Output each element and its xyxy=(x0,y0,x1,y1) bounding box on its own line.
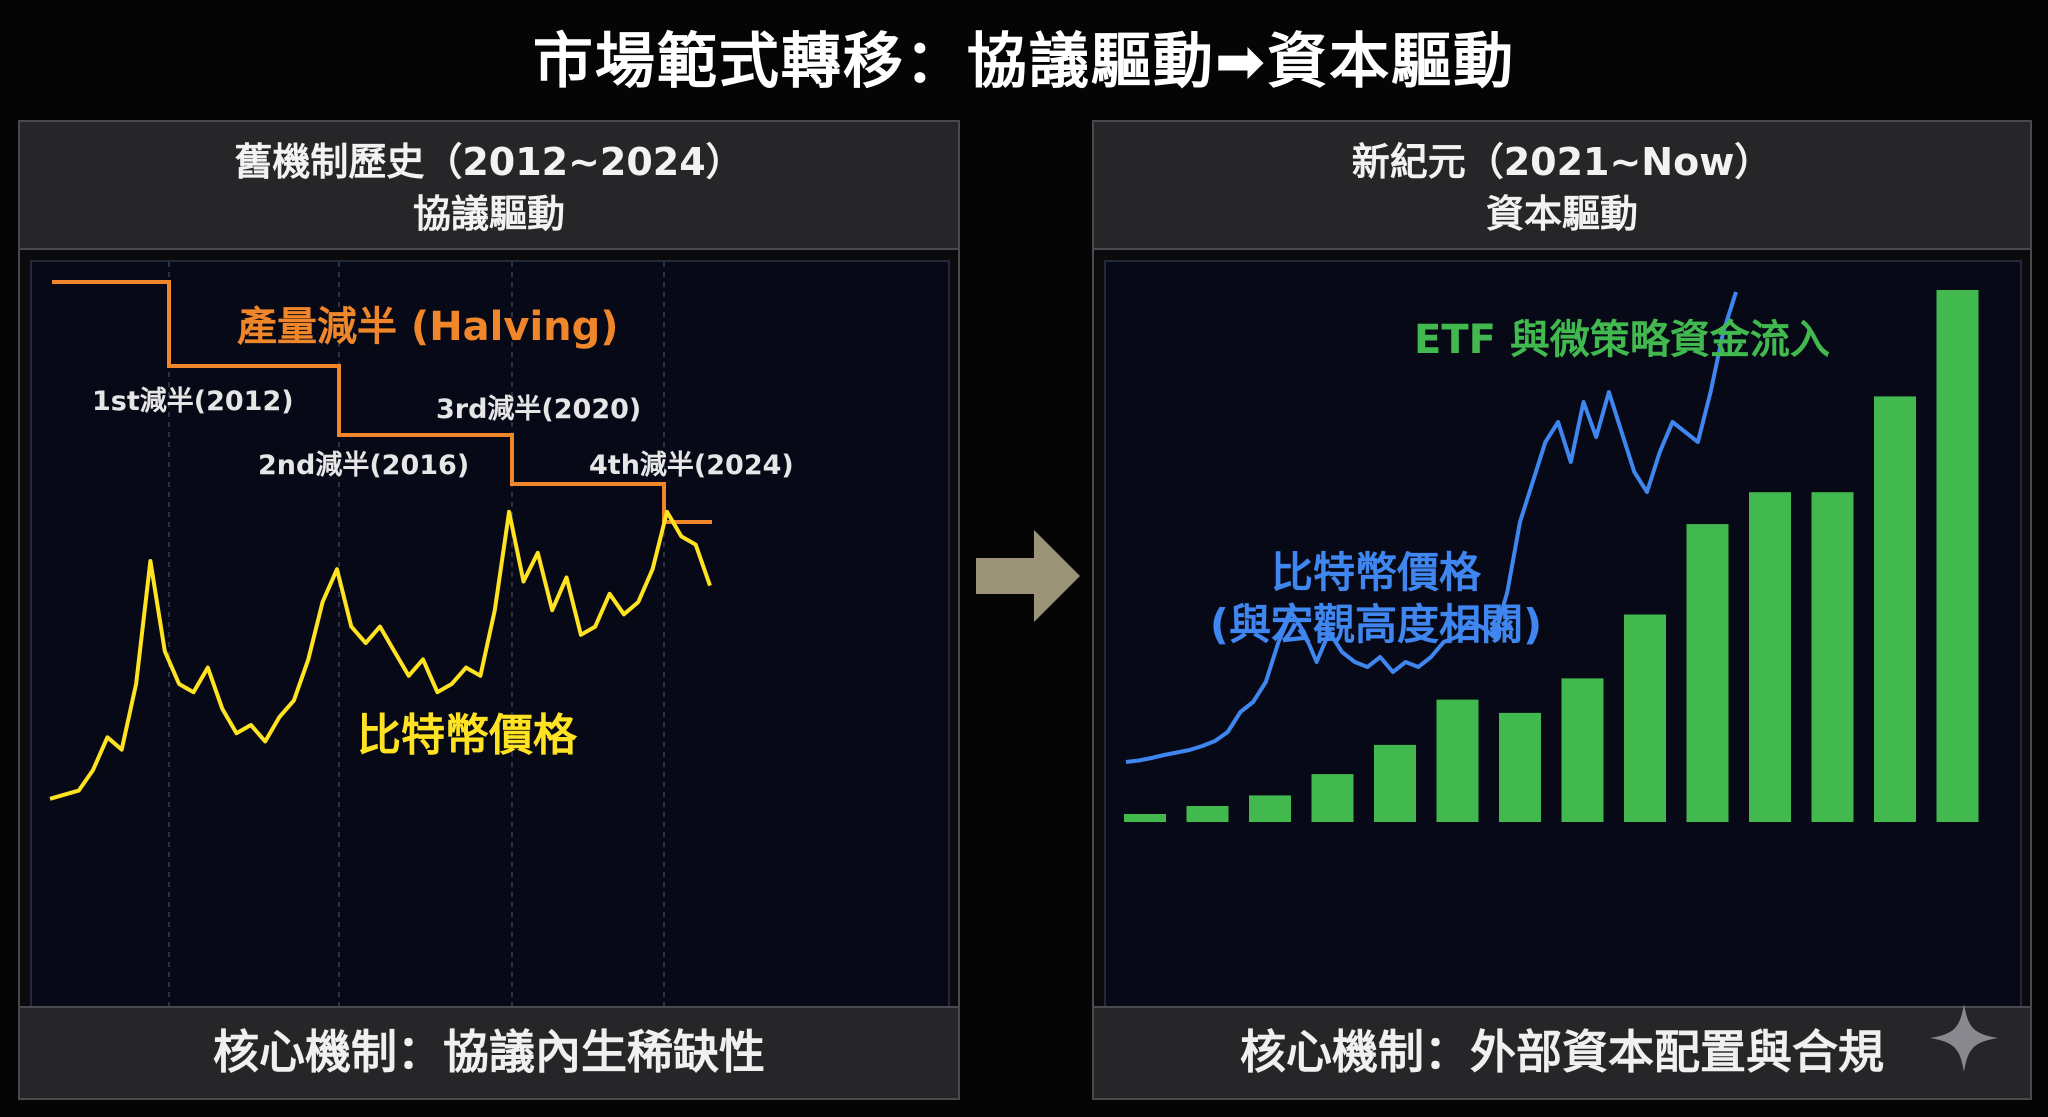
left-chart: 產量減半 (Halving) 1st減半(2012) 2nd減半(2016) 3rd減… xyxy=(49,262,794,1012)
btc-price-line-right xyxy=(1125,291,1738,764)
halving-annotation: 3rd減半(2020) xyxy=(436,394,641,425)
left-panel-era-title: 舊機制歷史（2012~2024） xyxy=(234,140,744,184)
left-panel: 舊機制歷史（2012~2024） 協議驅動 產量減半 (Halving) 1st減… xyxy=(18,120,960,1100)
etf-inflow-bar xyxy=(1686,524,1729,822)
etf-inflow-bar xyxy=(1874,396,1916,822)
right-panel-header: 新紀元（2021~Now） 資本驅動 xyxy=(1094,122,2030,250)
etf-inflow-bar xyxy=(1749,492,1791,822)
right-panel-driver-title: 資本驅動 xyxy=(1485,192,1638,236)
left-chart-area: 產量減半 (Halving) 1st減半(2012) 2nd減半(2016) 3rd減… xyxy=(30,260,950,1014)
left-panel-driver-title: 協議驅動 xyxy=(412,192,565,236)
right-panel-footer: 核心機制：外部資本配置與合規 xyxy=(1094,1006,2030,1098)
halving-annotation: 1st減半(2012) xyxy=(92,386,294,417)
right-arrow-icon xyxy=(976,530,1080,622)
arrow-shape xyxy=(976,530,1080,622)
etf-inflow-bar xyxy=(1499,712,1541,822)
sparkle-icon xyxy=(1930,1004,1998,1072)
left-panel-footer: 核心機制：協議內生稀缺性 xyxy=(20,1006,958,1098)
etf-inflow-bar xyxy=(1311,774,1354,822)
btc-price-label-right-line: (與宏觀高度相關) xyxy=(1210,600,1542,649)
etf-inflow-bar xyxy=(1374,744,1416,822)
btc-price-label-right: 比特幣價格(與宏觀高度相關) xyxy=(1210,548,1542,649)
etf-inflow-bar xyxy=(1436,699,1479,822)
etf-inflow-bar xyxy=(1561,678,1604,822)
right-panel-era-title: 新紀元（2021~Now） xyxy=(1351,140,1773,184)
right-panel: 新紀元（2021~Now） 資本驅動 ETF 與微策略資金流入比特幣價格(與宏觀… xyxy=(1092,120,2032,1100)
etf-inflow-bar xyxy=(1249,795,1291,822)
etf-inflow-bar xyxy=(1186,806,1229,822)
etf-inflow-bar xyxy=(1936,290,1979,822)
halving-annotation: 2nd減半(2016) xyxy=(258,450,469,481)
halving-series-label: 產量減半 (Halving) xyxy=(237,304,619,350)
btc-price-label-right-line: 比特幣價格 xyxy=(1271,548,1482,597)
right-chart-area: ETF 與微策略資金流入比特幣價格(與宏觀高度相關) xyxy=(1104,260,2022,1014)
etf-inflow-bar xyxy=(1124,814,1166,822)
etf-inflow-bar xyxy=(1624,614,1666,822)
etf-inflow-bar xyxy=(1811,492,1854,822)
btc-price-line-left xyxy=(49,509,712,801)
left-panel-header: 舊機制歷史（2012~2024） 協議驅動 xyxy=(20,122,958,250)
btc-price-label-left: 比特幣價格 xyxy=(357,710,578,761)
etf-inflow-label: ETF 與微策略資金流入 xyxy=(1414,317,1830,363)
halving-annotation: 4th減半(2024) xyxy=(589,450,794,481)
page-title: 市場範式轉移：協議驅動➡資本驅動 xyxy=(532,27,1516,97)
halving-step-line xyxy=(52,280,712,524)
